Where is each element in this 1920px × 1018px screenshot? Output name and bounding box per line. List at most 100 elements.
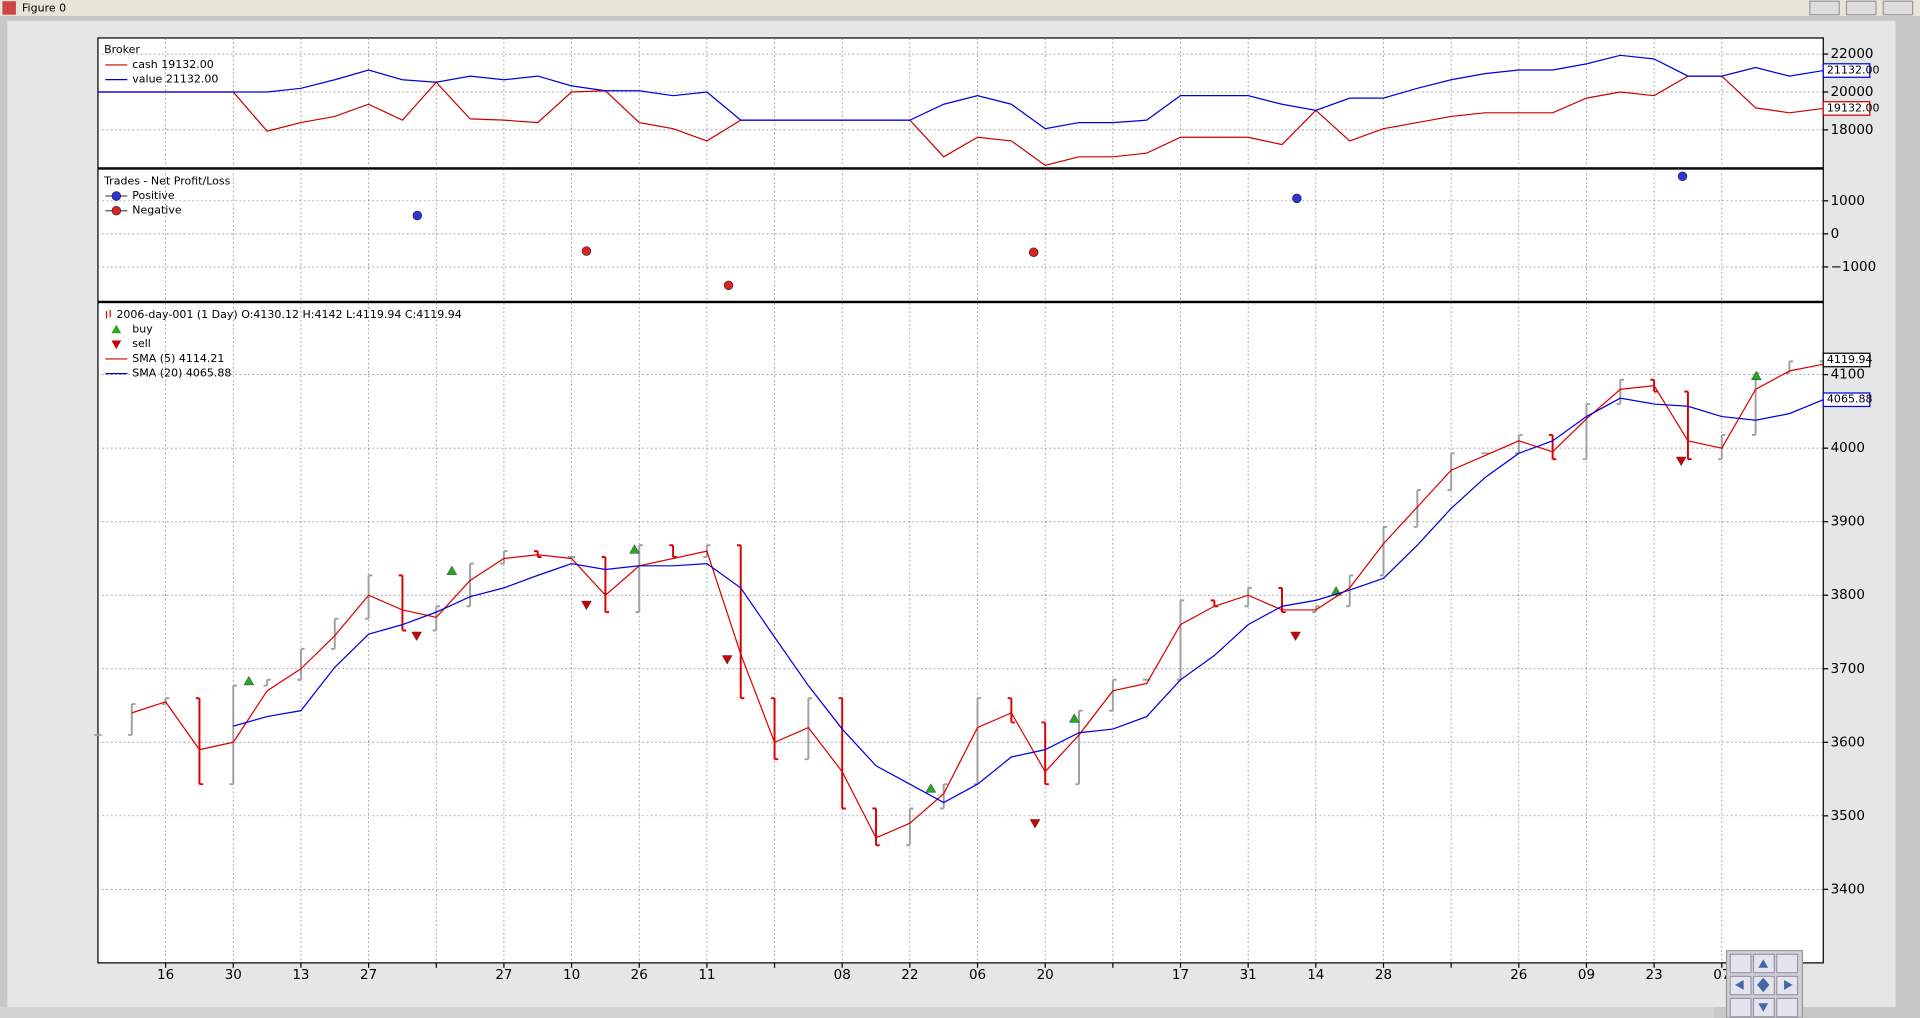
price-bar bbox=[1312, 605, 1320, 614]
legend-label: Positive bbox=[132, 189, 175, 202]
price-bar bbox=[635, 544, 643, 614]
price-bar bbox=[195, 697, 204, 786]
price-bar bbox=[770, 697, 779, 761]
x-tick-label: 20 bbox=[1037, 967, 1054, 983]
x-tick-label: 08 bbox=[834, 967, 851, 983]
price-bar bbox=[1413, 489, 1421, 528]
trade-dot bbox=[1292, 193, 1302, 204]
legend-dot bbox=[111, 205, 122, 216]
price-bar bbox=[1345, 574, 1354, 608]
y-tick-label: 0 bbox=[1831, 226, 1840, 242]
price-axes bbox=[97, 301, 1824, 964]
trade-dot bbox=[581, 246, 592, 256]
x-tick-label: 23 bbox=[1646, 967, 1663, 983]
x-tick-label: 22 bbox=[901, 967, 918, 983]
price-bar bbox=[1007, 697, 1016, 724]
x-tick-label: 26 bbox=[631, 967, 648, 983]
x-tick-label: 16 bbox=[157, 967, 174, 983]
price-bar bbox=[1075, 709, 1083, 786]
sell-marker bbox=[1290, 631, 1301, 642]
panel-title: Broker bbox=[104, 43, 140, 56]
y-tick-label: 18000 bbox=[1831, 122, 1874, 138]
window-title: Figure 0 bbox=[22, 2, 66, 15]
price-bar bbox=[229, 684, 237, 786]
price-bar bbox=[500, 550, 508, 565]
price-bar bbox=[1379, 525, 1388, 577]
panel-title: Trades - Net Profit/Loss bbox=[103, 174, 231, 187]
title-bar bbox=[0, 0, 1920, 16]
price-bar bbox=[669, 544, 677, 558]
app-icon bbox=[2, 1, 16, 15]
legend-label: Negative bbox=[132, 204, 182, 217]
price-bar bbox=[432, 605, 440, 632]
nav-button[interactable] bbox=[1729, 953, 1752, 974]
price-bar bbox=[1616, 378, 1624, 406]
end-label: 4119.94 bbox=[1827, 353, 1873, 366]
y-tick-label: 1000 bbox=[1831, 193, 1865, 209]
end-label-box bbox=[1822, 63, 1871, 78]
trade-dot bbox=[723, 280, 734, 291]
legend-label: buy bbox=[132, 323, 153, 336]
price-bar bbox=[161, 697, 170, 706]
y-tick-label: 3800 bbox=[1831, 587, 1865, 603]
buy-marker bbox=[925, 783, 937, 793]
panel-title: 2006-day-001 (1 Day) O:4130.12 H:4142 L:… bbox=[116, 308, 462, 321]
legend-marker bbox=[111, 324, 122, 334]
price-bar bbox=[331, 617, 339, 650]
x-tick-label: 10 bbox=[563, 967, 580, 983]
close-button[interactable] bbox=[1882, 0, 1914, 16]
y-tick-label: 4000 bbox=[1831, 440, 1865, 456]
legend-label: sell bbox=[132, 337, 151, 350]
broker-axes bbox=[97, 37, 1824, 169]
nav-button[interactable] bbox=[1776, 953, 1799, 974]
x-tick-label: 28 bbox=[1375, 967, 1392, 983]
sell-marker bbox=[1029, 819, 1041, 829]
buy-marker bbox=[243, 675, 255, 686]
sma-line bbox=[233, 397, 1824, 804]
nav-arrows bbox=[1735, 959, 1793, 1012]
price-bar bbox=[601, 556, 610, 614]
x-tick-label: 17 bbox=[1172, 967, 1189, 983]
price-bar bbox=[466, 562, 474, 608]
y-tick-label: 3400 bbox=[1831, 881, 1865, 897]
legend-dot bbox=[111, 191, 122, 201]
price-bar bbox=[263, 678, 271, 687]
sell-marker bbox=[411, 631, 422, 642]
nav-button[interactable] bbox=[1776, 997, 1799, 1018]
y-tick-label: 3500 bbox=[1831, 808, 1865, 824]
y-tick-label: 20000 bbox=[1831, 84, 1874, 100]
sell-marker bbox=[721, 655, 733, 665]
x-tick-label: 14 bbox=[1307, 967, 1324, 983]
price-bar bbox=[297, 647, 305, 681]
trade-dot bbox=[1677, 171, 1688, 182]
sell-marker bbox=[1675, 456, 1687, 467]
price-bar bbox=[534, 550, 542, 558]
nav-button[interactable] bbox=[1729, 997, 1752, 1018]
y-tick-label: −1000 bbox=[1831, 259, 1877, 275]
price-bar bbox=[1447, 452, 1455, 492]
maximize-button[interactable] bbox=[1845, 0, 1877, 16]
buy-marker bbox=[629, 544, 640, 554]
end-label: 19132.00 bbox=[1827, 101, 1880, 114]
y-tick-label: 3700 bbox=[1831, 661, 1865, 677]
price-bar bbox=[804, 697, 813, 761]
price-bar bbox=[1041, 721, 1049, 786]
series-line bbox=[97, 54, 1824, 130]
x-tick-label: 11 bbox=[698, 967, 715, 983]
buy-marker bbox=[1750, 370, 1762, 381]
x-tick-label: 13 bbox=[292, 967, 309, 983]
status-bar bbox=[0, 1006, 1715, 1018]
price-bar bbox=[1278, 586, 1286, 614]
minimize-button[interactable] bbox=[1809, 0, 1840, 16]
end-label-box bbox=[1822, 392, 1871, 408]
end-label-box bbox=[1822, 352, 1871, 368]
legend-label: value 21132.00 bbox=[132, 73, 218, 86]
price-bar bbox=[1244, 586, 1252, 608]
price-bar bbox=[872, 807, 880, 847]
price-bar bbox=[128, 703, 136, 736]
title-glyph bbox=[105, 309, 111, 319]
x-tick-label: 30 bbox=[225, 967, 242, 983]
price-bar bbox=[1582, 403, 1591, 461]
x-tick-label: 27 bbox=[360, 967, 377, 983]
price-bar bbox=[906, 807, 914, 847]
